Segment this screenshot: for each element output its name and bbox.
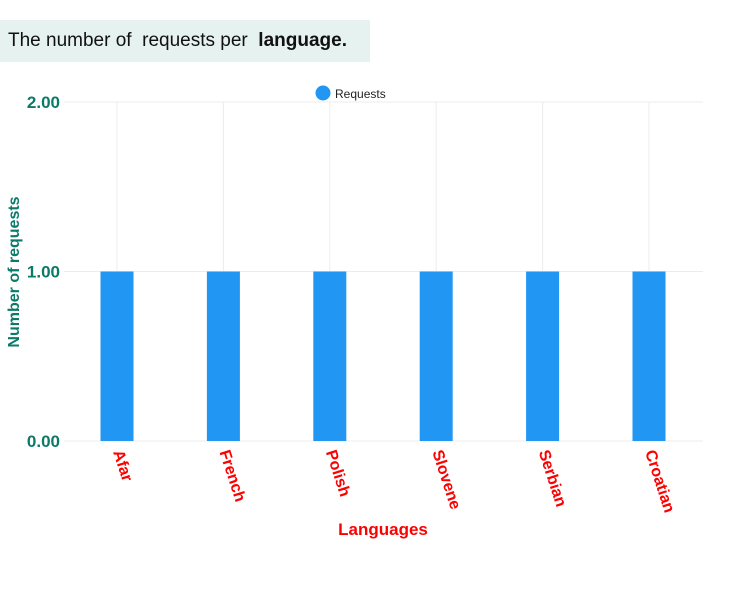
- bar-afar: [100, 271, 134, 441]
- legend-marker: [315, 85, 331, 101]
- x-tick-label: Slovene: [428, 448, 463, 512]
- bar-polish: [313, 271, 347, 441]
- y-axis-label: Number of requests: [6, 196, 23, 347]
- x-tick-label: Serbian: [535, 448, 569, 509]
- bar-french: [206, 271, 240, 441]
- bar-serbian: [526, 271, 560, 441]
- y-tick-label: 2.00: [27, 93, 60, 112]
- legend-label: Requests: [335, 87, 386, 101]
- x-tick-label: Croatian: [641, 448, 677, 515]
- x-tick-label: Polish: [322, 448, 353, 499]
- y-tick-label: 0.00: [27, 432, 60, 451]
- y-tick-label: 1.00: [27, 263, 60, 282]
- chart-title: The number of requests per language.: [0, 20, 370, 62]
- chart-title-bold: language.: [258, 30, 347, 51]
- chart-title-prefix: The number of requests per: [8, 30, 259, 51]
- x-tick-label: French: [216, 448, 249, 504]
- bar-slovene: [419, 271, 453, 441]
- bar-croatian: [632, 271, 666, 441]
- x-axis-label: Languages: [338, 520, 428, 539]
- x-tick-label: Afar: [109, 448, 135, 484]
